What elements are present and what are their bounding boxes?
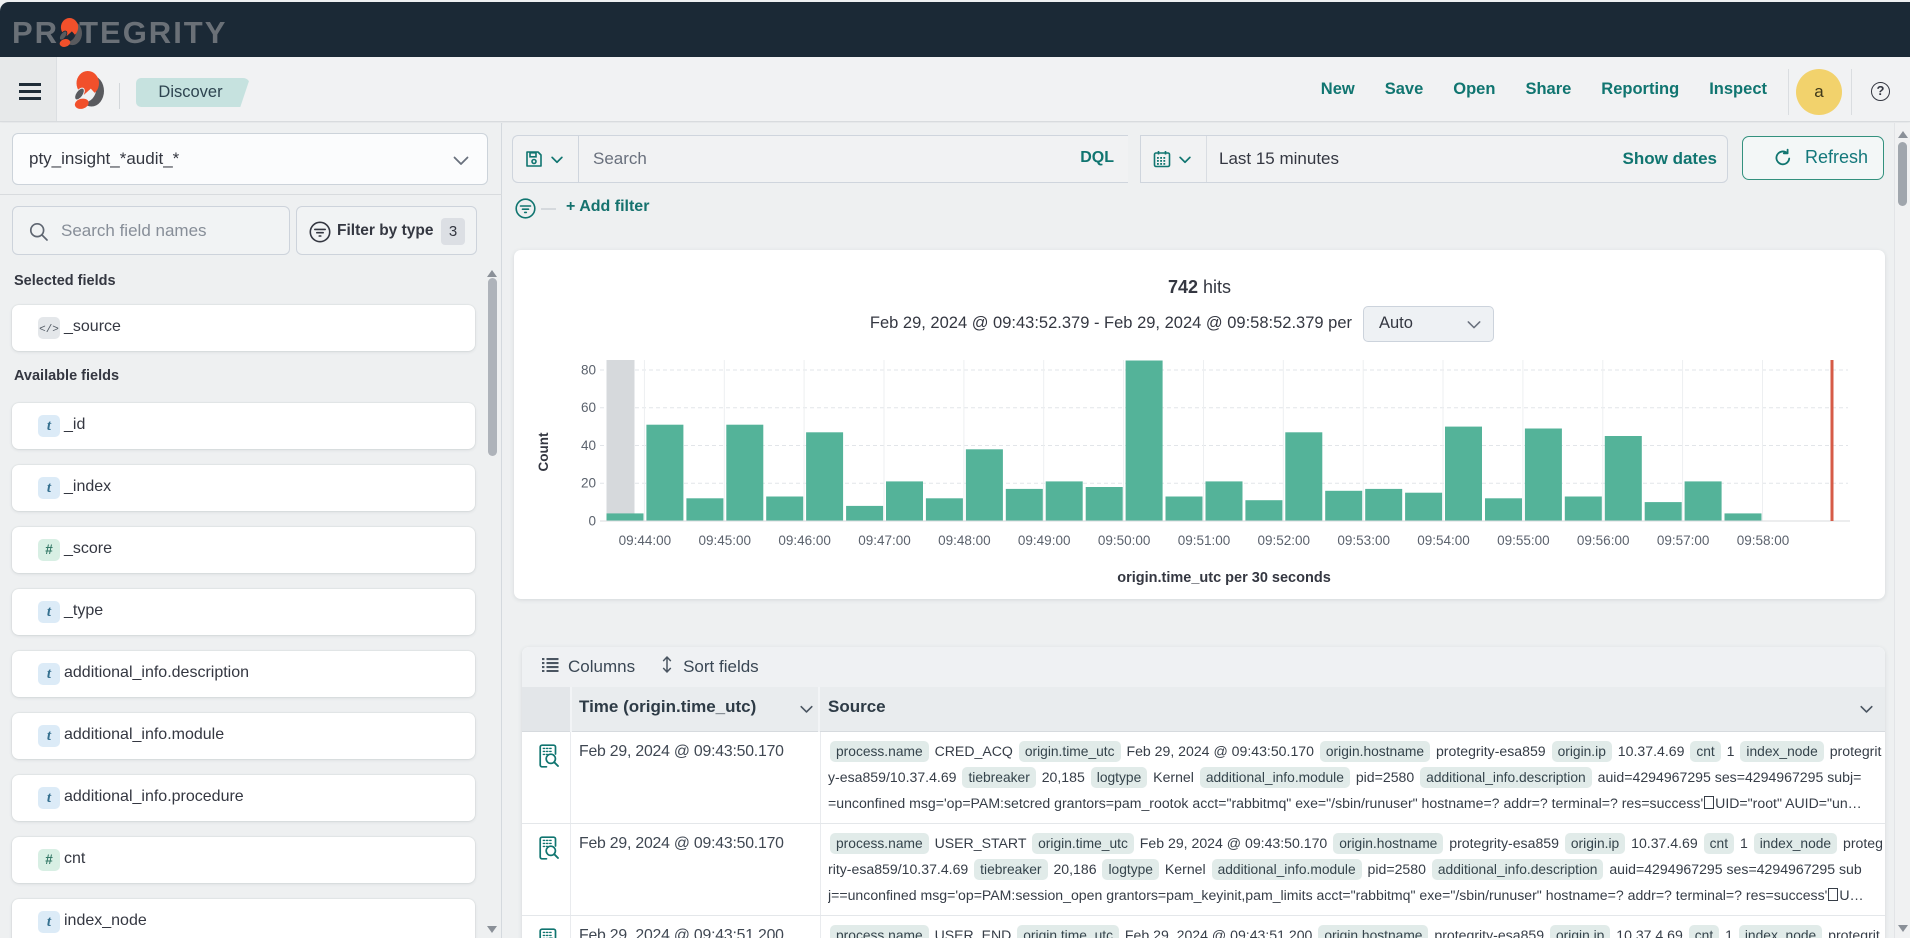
svg-text:80: 80 — [581, 363, 596, 378]
svg-text:09:45:00: 09:45:00 — [699, 533, 752, 548]
svg-text:09:48:00: 09:48:00 — [938, 533, 991, 548]
svg-text:09:44:00: 09:44:00 — [619, 533, 672, 548]
svg-text:09:50:00: 09:50:00 — [1098, 533, 1151, 548]
svg-text:09:58:00: 09:58:00 — [1737, 533, 1790, 548]
svg-text:09:52:00: 09:52:00 — [1258, 533, 1311, 548]
svg-text:09:47:00: 09:47:00 — [858, 533, 911, 548]
svg-text:09:53:00: 09:53:00 — [1337, 533, 1390, 548]
svg-text:origin.time_utc per 30 seconds: origin.time_utc per 30 seconds — [1117, 570, 1331, 586]
svg-text:09:46:00: 09:46:00 — [778, 533, 831, 548]
svg-text:09:55:00: 09:55:00 — [1497, 533, 1550, 548]
svg-text:09:54:00: 09:54:00 — [1417, 533, 1470, 548]
svg-text:20: 20 — [581, 476, 596, 491]
svg-text:Count: Count — [536, 432, 551, 471]
svg-text:09:51:00: 09:51:00 — [1178, 533, 1231, 548]
svg-text:60: 60 — [581, 400, 596, 415]
svg-text:09:56:00: 09:56:00 — [1577, 533, 1630, 548]
svg-text:40: 40 — [581, 438, 596, 453]
svg-text:09:57:00: 09:57:00 — [1657, 533, 1710, 548]
svg-text:0: 0 — [588, 514, 596, 529]
svg-text:09:49:00: 09:49:00 — [1018, 533, 1071, 548]
